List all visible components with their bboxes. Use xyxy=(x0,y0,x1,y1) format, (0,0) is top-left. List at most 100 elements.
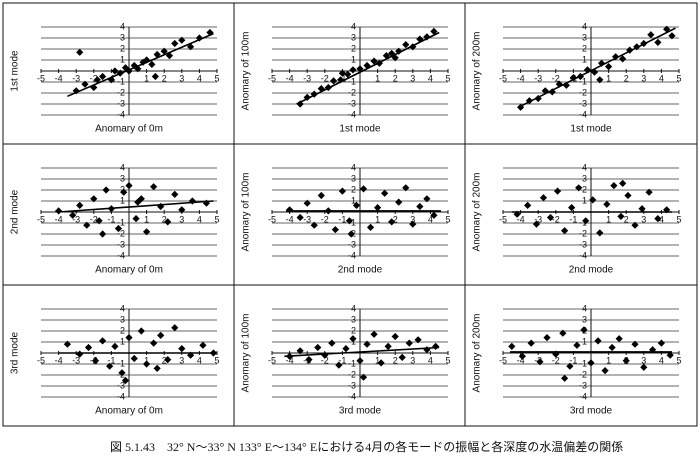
x-tick-label: -2 xyxy=(552,214,560,224)
scatter-point xyxy=(657,339,665,347)
scatter-point xyxy=(148,60,156,68)
x-tick-label: -1 xyxy=(338,214,346,224)
x-tick-label: 1 xyxy=(375,73,380,83)
scatter-point xyxy=(391,332,399,341)
x-tick-label: 3 xyxy=(179,214,184,224)
scatter-point xyxy=(615,335,623,343)
scatter-point xyxy=(69,211,77,219)
x-tick-label: 3 xyxy=(179,355,184,365)
y-tick-label: 1 xyxy=(351,195,356,205)
x-tick-label: 5 xyxy=(445,355,450,365)
figure-frame xyxy=(2,2,698,427)
y-tick-label: 1 xyxy=(582,195,587,205)
y-tick-label: 2 xyxy=(351,184,356,194)
scatter-point xyxy=(594,337,602,345)
x-tick-label: 5 xyxy=(676,214,681,224)
x-tick-label: 4 xyxy=(428,73,433,83)
scatter-point xyxy=(199,341,207,349)
x-tick-label: -5 xyxy=(268,355,276,365)
scatter-point xyxy=(352,201,361,209)
y-tick-label: 2 xyxy=(582,43,587,53)
scatter-point xyxy=(164,356,172,364)
x-tick-label: 3 xyxy=(410,355,415,365)
x-tick-label: -3 xyxy=(72,355,80,365)
x-tick-label: -5 xyxy=(499,355,507,365)
scatter-point xyxy=(370,330,378,338)
scatter-point xyxy=(84,343,93,352)
scatter-point xyxy=(647,31,655,39)
y-tick-label: -3 xyxy=(117,239,125,249)
scatter-point xyxy=(575,184,583,192)
scatter-point xyxy=(539,194,548,202)
y-tick-label: 2 xyxy=(120,325,125,335)
x-tick-label: 2 xyxy=(162,355,167,365)
scatter-point xyxy=(541,87,549,95)
x-tick-label: -4 xyxy=(55,355,63,365)
scatter-point xyxy=(631,340,639,348)
scatter-point xyxy=(596,76,604,84)
scatter-point xyxy=(90,195,98,203)
y-tick-label: 3 xyxy=(582,173,587,183)
scatter-point xyxy=(296,347,304,355)
scatter-point xyxy=(573,341,581,349)
x-axis-label: 2nd mode xyxy=(569,265,614,276)
x-tick-label: 3 xyxy=(410,73,415,83)
y-tick-label: 3 xyxy=(120,32,125,42)
x-tick-label: -2 xyxy=(321,214,329,224)
scatter-point xyxy=(310,221,318,229)
y-tick-label: -3 xyxy=(579,98,587,108)
scatter-point xyxy=(150,339,158,347)
scatter-point xyxy=(90,83,98,92)
y-axis-label: Anomary of 100m xyxy=(241,173,252,252)
scatter-point xyxy=(395,198,403,206)
scatter-point xyxy=(409,43,417,51)
scatter-point xyxy=(151,72,159,81)
y-tick-label: -1 xyxy=(579,217,587,227)
x-tick-label: -5 xyxy=(499,214,507,224)
scatter-point xyxy=(517,103,525,111)
scatter-point xyxy=(178,206,186,214)
scatter-point xyxy=(164,218,172,226)
scatter-point xyxy=(132,215,140,223)
scatter-point xyxy=(608,343,616,352)
x-tick-label: -4 xyxy=(517,355,525,365)
scatter-point xyxy=(626,46,634,54)
scatter-point xyxy=(130,354,138,363)
x-tick-label: -5 xyxy=(37,355,45,365)
trend-line xyxy=(284,346,440,358)
x-tick-label: 4 xyxy=(659,355,664,365)
scatter-point xyxy=(416,202,424,211)
scatter-point xyxy=(303,199,311,207)
x-tick-label: -5 xyxy=(499,73,507,83)
scatter-point xyxy=(338,187,346,195)
x-tick-label: 2 xyxy=(162,73,167,83)
scatter-point xyxy=(391,54,399,62)
x-tick-label: 4 xyxy=(197,214,202,224)
scatter-point xyxy=(543,334,551,342)
x-tick-label: -3 xyxy=(72,73,80,83)
x-tick-label: 5 xyxy=(676,355,681,365)
x-tick-label: 4 xyxy=(659,73,664,83)
y-tick-label: 1 xyxy=(351,54,356,64)
x-tick-label: 4 xyxy=(197,355,202,365)
x-tick-label: -4 xyxy=(517,73,525,83)
scatter-point xyxy=(668,32,676,40)
scatter-point xyxy=(624,191,632,200)
y-tick-label: 3 xyxy=(351,173,356,183)
scatter-point xyxy=(430,27,438,35)
y-tick-label: 2 xyxy=(351,43,356,53)
scatter-point xyxy=(55,207,63,215)
x-tick-label: 1 xyxy=(144,214,149,224)
x-tick-label: 5 xyxy=(676,73,681,83)
y-axis-label: 1st mode xyxy=(10,50,21,92)
y-tick-label: -1 xyxy=(348,76,356,86)
scatter-point xyxy=(580,326,588,334)
scatter-point xyxy=(619,55,627,63)
scatter-point xyxy=(314,343,322,352)
scatter-point xyxy=(125,334,133,342)
x-tick-label: -3 xyxy=(303,73,311,83)
scatter-point xyxy=(561,227,569,235)
y-tick-label: -4 xyxy=(117,391,125,401)
figure-caption: 図 5.1.43 32° N～33° N 133° E～134° Eにおける4月… xyxy=(110,439,623,454)
scatter-point xyxy=(335,361,343,369)
